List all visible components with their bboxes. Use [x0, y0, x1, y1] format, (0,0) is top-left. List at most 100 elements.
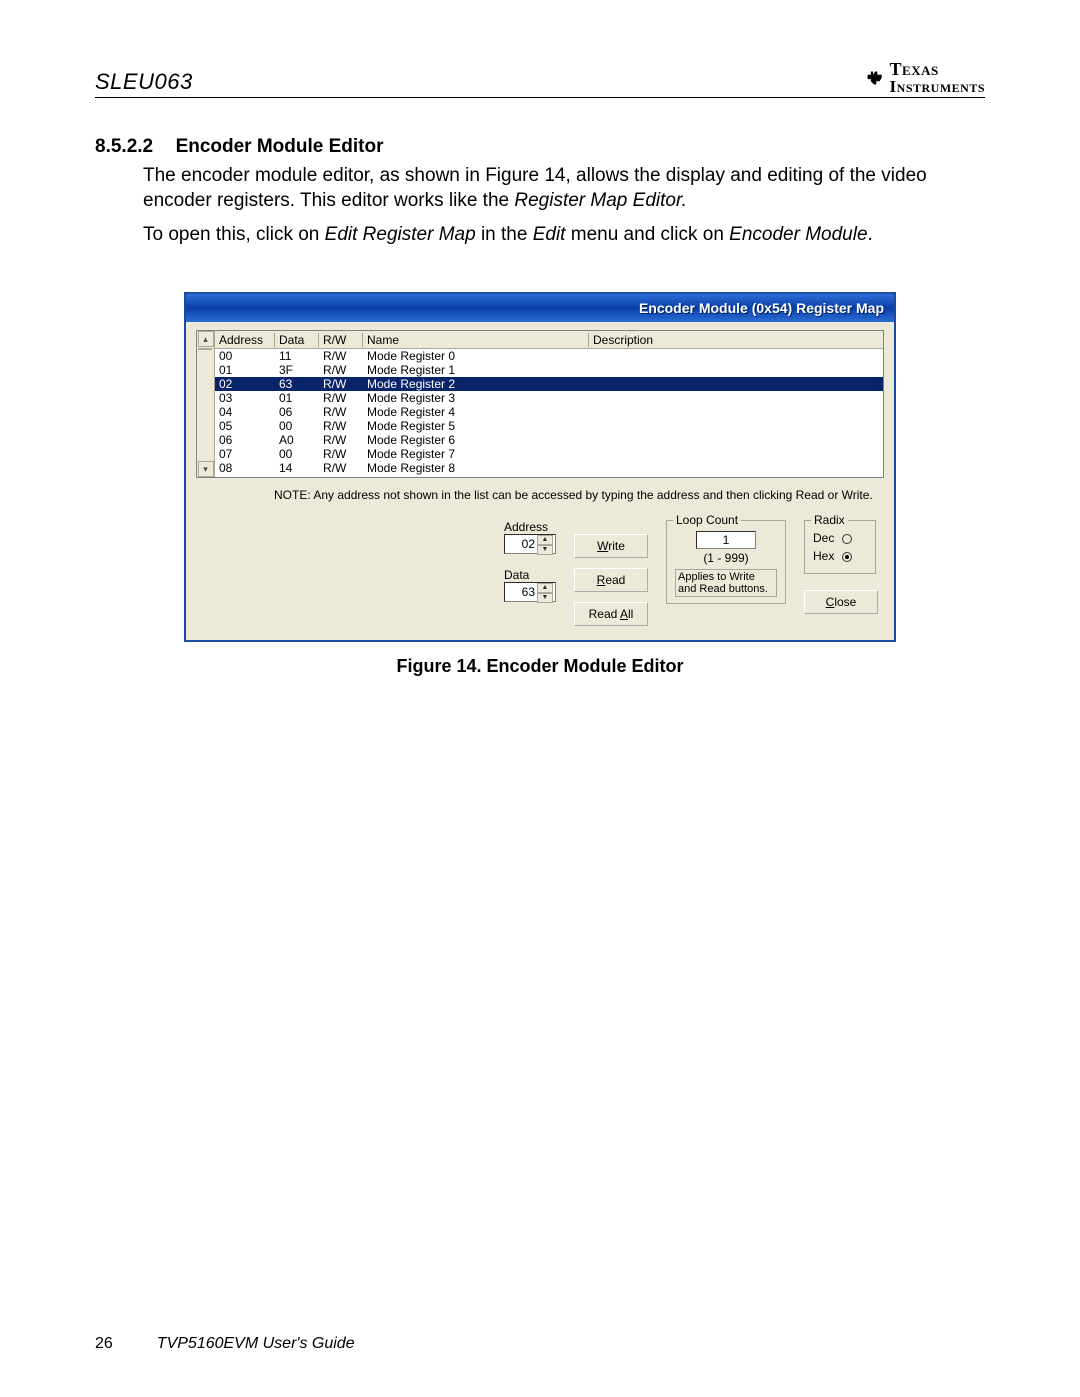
data-input[interactable]: [505, 583, 537, 601]
figure-caption: Figure 14. Encoder Module Editor: [95, 656, 985, 677]
cell-rw: R/W: [319, 433, 363, 447]
read-all-button[interactable]: Read All: [574, 602, 648, 626]
col-rw[interactable]: R/W: [319, 333, 363, 347]
cell-address: 06: [215, 433, 275, 447]
cell-address: 03: [215, 391, 275, 405]
cell-data: 06: [275, 405, 319, 419]
radio-icon: [842, 552, 852, 562]
cell-name: Mode Register 2: [363, 377, 589, 391]
radix-label: Radix: [811, 513, 848, 527]
scroll-down-icon[interactable]: ▾: [198, 461, 214, 477]
address-data-column: Address ▲▼ Data ▲▼: [504, 520, 556, 602]
radix-group: Radix Dec Hex: [804, 520, 876, 574]
table-row[interactable]: 0263R/WMode Register 2: [215, 377, 883, 391]
cell-data: 63: [275, 377, 319, 391]
radix-dec-option[interactable]: Dec: [813, 531, 867, 545]
cell-rw: R/W: [319, 377, 363, 391]
radix-close-column: Radix Dec Hex Close: [804, 520, 878, 614]
table-row[interactable]: 06A0R/WMode Register 6: [215, 433, 883, 447]
button-column: Write Read Read All: [574, 520, 648, 626]
cell-rw: R/W: [319, 349, 363, 363]
loop-count-input[interactable]: 1: [696, 531, 756, 549]
spin-up-icon[interactable]: ▲: [537, 535, 553, 545]
cell-data: 00: [275, 419, 319, 433]
ti-chip-icon: [860, 65, 886, 91]
col-address[interactable]: Address: [215, 333, 275, 347]
paragraph-2: To open this, click on Edit Register Map…: [143, 223, 985, 248]
section-title: Encoder Module Editor: [176, 136, 384, 157]
spin-down-icon[interactable]: ▼: [537, 545, 553, 555]
cell-name: Mode Register 8: [363, 461, 589, 475]
guide-title: TVP5160EVM User's Guide: [157, 1335, 355, 1353]
cell-rw: R/W: [319, 447, 363, 461]
register-list: ▴ ▾ Address Data R/W Name Description 00…: [196, 330, 884, 478]
section-heading: 8.5.2.2 Encoder Module Editor: [95, 136, 985, 158]
col-data[interactable]: Data: [275, 333, 319, 347]
address-stepper[interactable]: ▲▼: [504, 534, 556, 554]
cell-rw: R/W: [319, 363, 363, 377]
cell-address: 04: [215, 405, 275, 419]
page-header: SLEU063 Texas Instruments: [95, 60, 985, 98]
address-label: Address: [504, 520, 556, 534]
cell-name: Mode Register 6: [363, 433, 589, 447]
loop-count-group: Loop Count 1 (1 - 999) Applies to Write …: [666, 520, 786, 604]
col-description[interactable]: Description: [589, 333, 883, 347]
spin-up-icon[interactable]: ▲: [537, 583, 553, 593]
cell-address: 07: [215, 447, 275, 461]
list-header: Address Data R/W Name Description: [215, 331, 883, 349]
cell-name: Mode Register 0: [363, 349, 589, 363]
scroll-thumb[interactable]: [198, 348, 212, 350]
table-row[interactable]: 0406R/WMode Register 4: [215, 405, 883, 419]
page-number: 26: [95, 1335, 113, 1353]
window-titlebar: Encoder Module (0x54) Register Map: [186, 294, 894, 322]
list-scrollbar[interactable]: ▴ ▾: [197, 331, 215, 477]
cell-name: Mode Register 5: [363, 419, 589, 433]
logo-line1: Texas: [890, 60, 985, 78]
scroll-up-icon[interactable]: ▴: [198, 331, 214, 347]
page-footer: 26 TVP5160EVM User's Guide: [95, 1335, 355, 1353]
spin-down-icon[interactable]: ▼: [537, 593, 553, 603]
cell-address: 01: [215, 363, 275, 377]
cell-name: Mode Register 7: [363, 447, 589, 461]
table-row[interactable]: 0814R/WMode Register 8: [215, 461, 883, 475]
register-map-window: Encoder Module (0x54) Register Map ▴ ▾ A…: [184, 292, 896, 642]
paragraph-1: The encoder module editor, as shown in F…: [143, 164, 985, 213]
data-stepper[interactable]: ▲▼: [504, 582, 556, 602]
cell-address: 08: [215, 461, 275, 475]
cell-address: 05: [215, 419, 275, 433]
cell-data: 3F: [275, 363, 319, 377]
write-button[interactable]: Write: [574, 534, 648, 558]
radix-hex-option[interactable]: Hex: [813, 549, 867, 563]
read-button[interactable]: Read: [574, 568, 648, 592]
doc-id: SLEU063: [95, 69, 193, 95]
note-text: NOTE: Any address not shown in the list …: [274, 488, 884, 502]
col-name[interactable]: Name: [363, 333, 589, 347]
data-label: Data: [504, 568, 556, 582]
cell-address: 02: [215, 377, 275, 391]
radio-icon: [842, 534, 852, 544]
address-input[interactable]: [505, 535, 537, 553]
window-title: Encoder Module (0x54) Register Map: [639, 300, 884, 316]
cell-data: 00: [275, 447, 319, 461]
table-row[interactable]: 013FR/WMode Register 1: [215, 363, 883, 377]
cell-data: 14: [275, 461, 319, 475]
cell-data: A0: [275, 433, 319, 447]
cell-rw: R/W: [319, 391, 363, 405]
cell-rw: R/W: [319, 405, 363, 419]
ti-logo: Texas Instruments: [860, 60, 985, 95]
logo-line2: Instruments: [890, 78, 985, 95]
loop-count-label: Loop Count: [673, 513, 741, 527]
cell-name: Mode Register 1: [363, 363, 589, 377]
cell-rw: R/W: [319, 419, 363, 433]
table-row[interactable]: 0301R/WMode Register 3: [215, 391, 883, 405]
table-row[interactable]: 0700R/WMode Register 7: [215, 447, 883, 461]
table-row[interactable]: 0011R/WMode Register 0: [215, 349, 883, 363]
loop-range: (1 - 999): [675, 551, 777, 565]
loop-applies-note: Applies to Write and Read buttons.: [675, 569, 777, 597]
cell-name: Mode Register 3: [363, 391, 589, 405]
cell-data: 11: [275, 349, 319, 363]
table-row[interactable]: 0500R/WMode Register 5: [215, 419, 883, 433]
section-number: 8.5.2.2: [95, 136, 153, 157]
cell-data: 01: [275, 391, 319, 405]
close-button[interactable]: Close: [804, 590, 878, 614]
